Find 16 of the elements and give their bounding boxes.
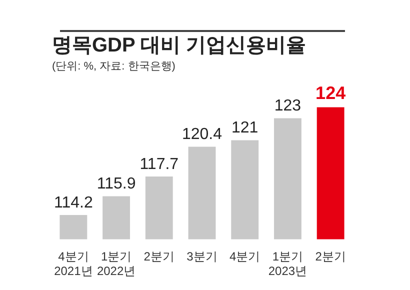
data-label: 115.9 — [96, 176, 136, 193]
x-tick-label: 2분기 — [144, 250, 174, 264]
x-tick-label: 4분기 2021년 — [54, 250, 93, 278]
chart-subtitle: (단위: %, 자료: 한국은행) — [52, 60, 176, 73]
x-tick-label: 1분기 2023년 — [268, 250, 308, 278]
x-tick-label: 2분기 — [315, 250, 346, 264]
x-tick-label: 4분기 — [230, 250, 260, 264]
data-label: 123 — [274, 98, 302, 115]
chart-title: 명목GDP 대비 기업신용비율 — [52, 34, 306, 57]
x-tick-label: 1분기 2022년 — [96, 250, 136, 278]
data-label: 117.7 — [140, 156, 179, 173]
data-label: 120.4 — [182, 126, 222, 144]
data-label: 121 — [232, 120, 258, 137]
data-label: 114.2 — [54, 194, 93, 212]
data-label: 124 — [316, 83, 346, 104]
x-tick-label: 3분기 — [186, 250, 218, 264]
